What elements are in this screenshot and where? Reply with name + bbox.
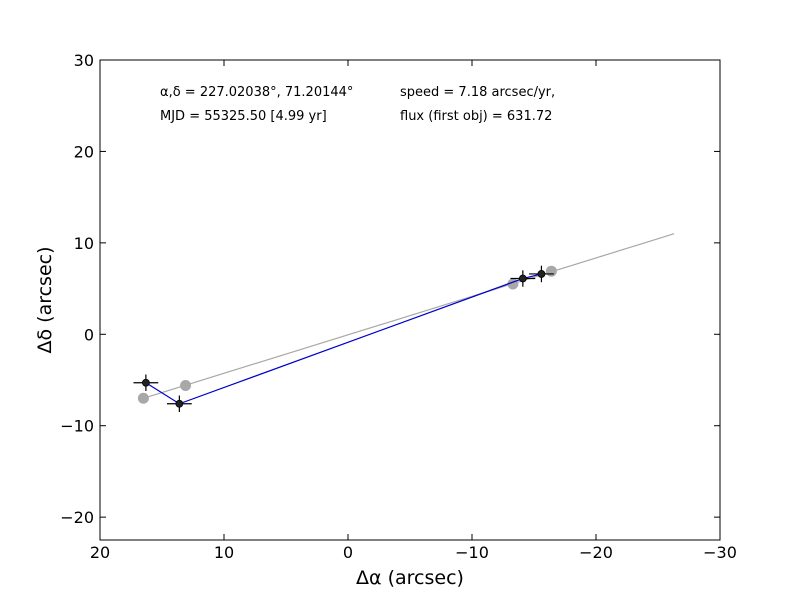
measured-point <box>537 270 546 278</box>
speed-annotation: speed = 7.18 arcsec/yr, <box>400 85 555 100</box>
y-tick-label: 10 <box>74 234 94 253</box>
fit-line <box>143 233 675 399</box>
x-axis-label: Δα (arcsec) <box>356 567 464 589</box>
x-tick-label: −20 <box>579 543 613 562</box>
measured-track-line <box>145 273 542 405</box>
y-tick-label: 30 <box>74 51 94 70</box>
predicted-point <box>137 392 149 404</box>
y-tick-label: −20 <box>60 508 94 527</box>
measured-point <box>175 399 184 408</box>
data-layer <box>133 233 675 412</box>
y-tick-label: 20 <box>74 142 94 161</box>
plot-frame <box>99 59 721 541</box>
coords-annotation: α,δ = 227.02038°, 71.20144° <box>160 85 353 100</box>
x-tick-label: 0 <box>343 543 353 562</box>
measured-point <box>141 378 150 387</box>
y-ticks: −20 −10 0 10 20 30 <box>60 51 720 527</box>
y-tick-label: 0 <box>84 325 94 344</box>
predicted-point <box>545 265 557 277</box>
measured-point <box>518 274 527 283</box>
x-tick-label: 10 <box>214 543 234 562</box>
x-tick-label: 20 <box>90 543 110 562</box>
y-axis-label: Δδ (arcsec) <box>34 246 56 353</box>
x-tick-label: −10 <box>455 543 489 562</box>
flux-annotation: flux (first obj) = 631.72 <box>400 109 552 124</box>
mjd-annotation: MJD = 55325.50 [4.99 yr] <box>160 109 327 124</box>
x-tick-label: −30 <box>703 543 737 562</box>
x-ticks: 20 10 0 −10 −20 −30 <box>90 60 737 562</box>
y-tick-label: −10 <box>60 417 94 436</box>
predicted-point <box>180 379 192 391</box>
